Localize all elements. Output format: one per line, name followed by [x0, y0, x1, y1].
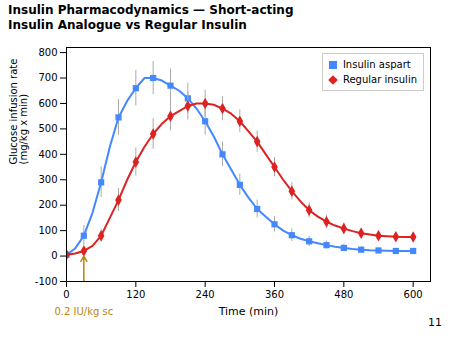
- svg-text:500: 500: [38, 123, 57, 134]
- svg-text:240: 240: [196, 289, 215, 300]
- html-text:Regular insulin: Regular insulin: [342, 74, 417, 85]
- svg-text:Time (min): Time (min): [218, 305, 279, 318]
- svg-text:300: 300: [38, 174, 57, 185]
- html-text:Insulin Pharmacodynamics — Sho: Insulin Pharmacodynamics — Short-acting: [8, 3, 294, 17]
- html-text:11: 11: [428, 316, 442, 329]
- svg-text:100: 100: [38, 225, 57, 236]
- svg-text:360: 360: [265, 289, 284, 300]
- svg-text:800: 800: [38, 47, 57, 58]
- svg-text:600: 600: [38, 98, 57, 109]
- svg-text:0.2 IU/kg sc: 0.2 IU/kg sc: [54, 306, 113, 317]
- svg-text:0: 0: [63, 289, 69, 300]
- svg-text:600: 600: [404, 289, 423, 300]
- svg-text:-100: -100: [35, 276, 58, 287]
- svg-text:120: 120: [126, 289, 145, 300]
- svg-text:480: 480: [334, 289, 353, 300]
- svg-text:Glucose infusion rate(mg/kg x: Glucose infusion rate(mg/kg x min): [8, 59, 29, 165]
- html-text:Insulin Analogue vs Regular In: Insulin Analogue vs Regular Insulin: [8, 18, 247, 32]
- svg-text:700: 700: [38, 72, 57, 83]
- svg-text:400: 400: [38, 149, 57, 160]
- svg-text:0: 0: [51, 250, 57, 261]
- svg-text:200: 200: [38, 199, 57, 210]
- html-text:Insulin aspart: Insulin aspart: [342, 59, 411, 70]
